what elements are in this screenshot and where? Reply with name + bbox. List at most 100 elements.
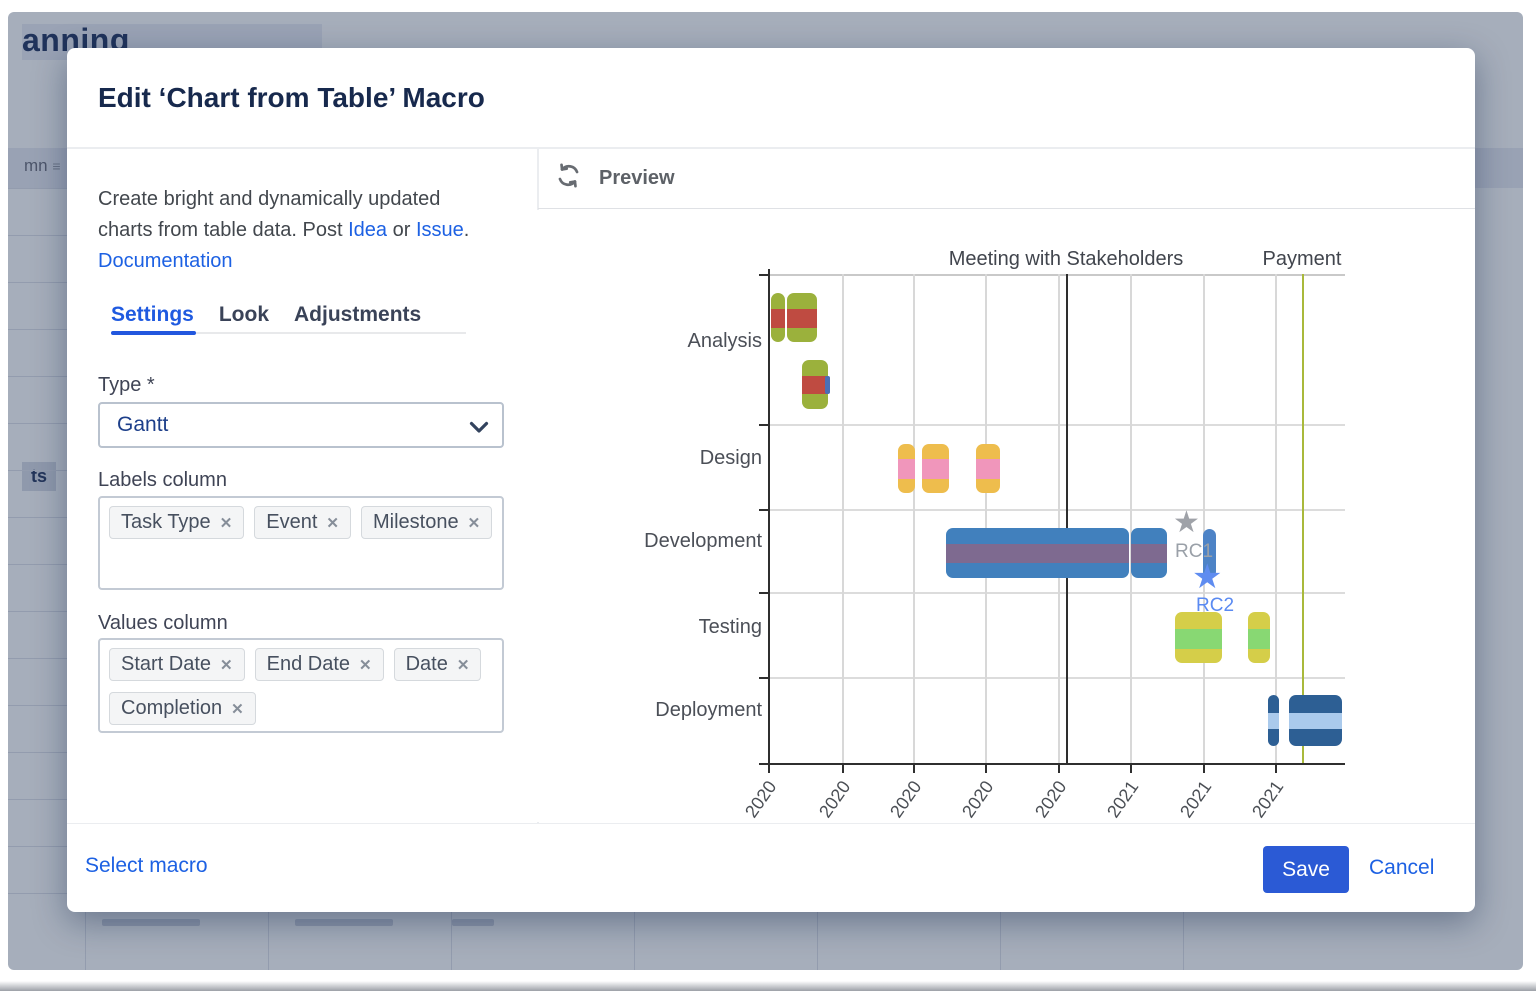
backdrop-col-line [1000, 912, 1001, 970]
x-axis-label: 2020 [741, 777, 781, 822]
x-axis-tick [842, 763, 844, 773]
y-axis [768, 269, 770, 765]
x-axis [762, 763, 1345, 765]
gantt-bar [1175, 612, 1222, 663]
y-axis-tick [759, 592, 768, 594]
idea-link[interactable]: Idea [348, 219, 388, 241]
save-button[interactable]: Save [1263, 846, 1349, 893]
backdrop-col-line [451, 912, 452, 970]
documentation-link[interactable]: Documentation [98, 250, 233, 272]
milestone-star-icon: ★ [1192, 557, 1223, 597]
tag-chip-label: Milestone [373, 511, 459, 533]
backdrop-row-line [8, 799, 70, 800]
preview-divider [538, 208, 1475, 209]
select-macro-link[interactable]: Select macro [85, 854, 208, 877]
x-axis-tick [913, 763, 915, 773]
gantt-bar-stripe [1268, 713, 1279, 729]
backdrop-col-line [1183, 912, 1184, 970]
macro-description: Create bright and dynamically updated ch… [98, 188, 470, 272]
preview-header: Preview [555, 162, 675, 194]
tag-chip[interactable]: Task Type ✕ [109, 506, 245, 539]
backdrop-row-line [8, 705, 70, 706]
row-separator [768, 424, 1345, 426]
event-label: Payment [1262, 248, 1342, 270]
footer-divider [67, 823, 1475, 824]
tag-chip-label: Date [405, 653, 448, 675]
x-axis-tick [985, 763, 987, 773]
gantt-bar-stripe [1131, 544, 1167, 563]
backdrop-row-line [8, 470, 70, 471]
remove-tag-icon[interactable]: ✕ [220, 656, 233, 674]
x-axis-label: 2020 [815, 777, 855, 822]
remove-tag-icon[interactable]: ✕ [326, 514, 339, 532]
remove-tag-icon[interactable]: ✕ [456, 656, 470, 674]
x-axis-label: 2021 [1176, 777, 1216, 822]
cancel-button[interactable]: Cancel [1369, 856, 1435, 879]
gantt-bar [922, 444, 949, 493]
backdrop-row-line [8, 282, 70, 283]
tag-chip[interactable]: Completion ✕ [109, 692, 256, 725]
type-select[interactable]: Gantt [98, 402, 504, 448]
x-axis-tick [1130, 763, 1132, 773]
remove-tag-icon[interactable]: ✕ [467, 514, 481, 532]
x-axis-tick [1203, 763, 1205, 773]
tag-chip[interactable]: Start Date ✕ [109, 648, 245, 681]
gantt-bar [787, 293, 817, 342]
gridline-vertical [1130, 274, 1132, 763]
milestone-star-icon: ★ [1173, 505, 1200, 540]
tag-chip[interactable]: Date ✕ [393, 648, 482, 681]
gridline-vertical [1275, 274, 1277, 763]
gantt-bar-stripe [922, 459, 949, 479]
tag-chip-label: Completion [121, 697, 223, 719]
edit-macro-dialog: Edit ‘Chart from Table’ Macro Create bri… [67, 48, 1475, 912]
gantt-bar [898, 444, 915, 493]
remove-tag-icon[interactable]: ✕ [219, 514, 233, 532]
chevron-down-icon [469, 421, 489, 440]
gantt-row-label: Analysis [687, 330, 762, 352]
tag-chip[interactable]: Milestone ✕ [361, 506, 493, 539]
tag-chip[interactable]: End Date ✕ [254, 648, 384, 681]
tag-chip[interactable]: Event ✕ [254, 506, 351, 539]
values-column-label: Values column [98, 612, 228, 634]
gantt-bar [1248, 612, 1270, 663]
backdrop-col-line [85, 912, 86, 970]
tab-look[interactable]: Look [218, 303, 270, 326]
gridline-vertical [985, 274, 987, 763]
gantt-bar-stripe [1175, 629, 1222, 649]
tag-chip-label: Task Type [121, 511, 211, 533]
issue-link[interactable]: Issue [415, 219, 464, 241]
active-tab-underline [111, 331, 196, 335]
x-axis-label: 2021 [1103, 777, 1143, 822]
values-column-field[interactable]: Start Date ✕ End Date ✕ Date ✕ Completion ✕ [98, 638, 504, 733]
gantt-row-label: Design [699, 447, 762, 469]
gantt-bar-accent [825, 376, 830, 394]
refresh-icon[interactable] [555, 162, 582, 194]
gridline-vertical [913, 274, 915, 763]
sort-icon: ≡ [52, 158, 61, 174]
type-label: Type * [98, 374, 155, 396]
backdrop-row-line [8, 846, 70, 847]
gridline-vertical [842, 274, 844, 763]
gantt-bar-stripe [787, 309, 817, 328]
gantt-bar [802, 360, 830, 409]
gantt-bar-stripe [946, 544, 1129, 563]
tab-adjustments[interactable]: Adjustments [294, 303, 422, 326]
labels-column-field[interactable]: Task Type ✕ Event ✕ Milestone ✕ [98, 496, 504, 590]
x-axis-tick [1275, 763, 1277, 773]
gantt-bar [1268, 695, 1279, 746]
gantt-bar [1289, 695, 1342, 746]
gantt-bar [1131, 528, 1167, 578]
x-axis-tick [1058, 763, 1060, 773]
backdrop-row-line [8, 423, 70, 424]
remove-tag-icon[interactable]: ✕ [359, 656, 372, 674]
gantt-bar-stripe [1289, 713, 1342, 729]
y-axis-tick [759, 763, 768, 765]
gantt-bar-stripe [976, 459, 1000, 479]
tab-settings[interactable]: Settings [111, 303, 194, 326]
x-axis-label: 2020 [886, 777, 926, 822]
plot-top-border [768, 274, 1345, 276]
remove-tag-icon[interactable]: ✕ [231, 700, 244, 718]
backdrop-col-line [817, 912, 818, 970]
event-label: Meeting with Stakeholders [948, 248, 1184, 270]
